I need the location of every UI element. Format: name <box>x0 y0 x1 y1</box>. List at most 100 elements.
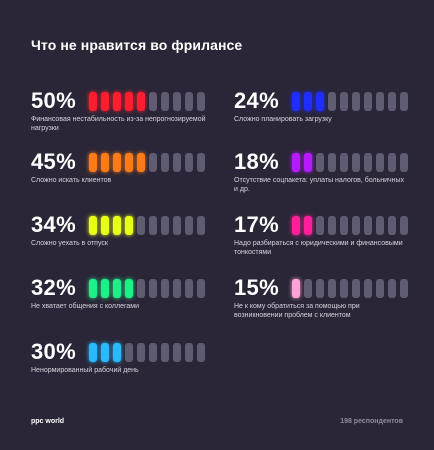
bar-segment-empty <box>185 342 193 362</box>
stat-bar <box>89 278 205 298</box>
bar-segment-empty <box>149 215 157 235</box>
bar-segment-empty <box>173 215 181 235</box>
bar-segment-empty <box>400 215 408 235</box>
bar-segment-empty <box>185 278 193 298</box>
bar-segment-empty <box>161 342 169 362</box>
bar-segment-filled <box>292 91 300 111</box>
stat-bar <box>292 152 408 172</box>
bar-segment-empty <box>328 278 336 298</box>
bar-segment-filled <box>101 215 109 235</box>
bar-segment-filled <box>89 342 97 362</box>
bar-segment-empty <box>364 152 372 172</box>
bar-segment-filled <box>304 91 312 111</box>
bar-segment-filled <box>304 215 312 235</box>
bar-segment-empty <box>400 91 408 111</box>
stat-percentage: 30% <box>31 339 76 364</box>
stat-item: 15% Не к кому обратиться за помощью при в… <box>234 277 414 320</box>
bar-segment-empty <box>340 278 348 298</box>
stat-percentage: 34% <box>31 212 76 237</box>
bar-segment-filled <box>89 91 97 111</box>
stat-label: Отсутствие соцпакета: уплаты налогов, бо… <box>234 177 405 193</box>
bar-segment-empty <box>328 152 336 172</box>
stat-bar <box>89 91 205 111</box>
stat-item: 30% Ненормированный рабочий день <box>31 341 211 375</box>
stat-item: 24% Сложно планировать загрузку <box>234 90 414 124</box>
bar-segment-empty <box>316 278 324 298</box>
bar-segment-filled <box>113 152 121 172</box>
bar-segment-empty <box>161 152 169 172</box>
bar-segment-filled <box>101 152 109 172</box>
bar-segment-empty <box>149 91 157 111</box>
bar-segment-empty <box>137 278 145 298</box>
stat-bar <box>89 215 205 235</box>
stat-percentage: 24% <box>234 88 279 113</box>
stat-bar <box>292 278 408 298</box>
bar-segment-empty <box>364 215 372 235</box>
stat-item: 18% Отсутствие соцпакета: уплаты налогов,… <box>234 151 414 194</box>
bar-segment-empty <box>173 278 181 298</box>
bar-segment-empty <box>340 215 348 235</box>
stat-percentage: 17% <box>234 212 279 237</box>
bar-segment-empty <box>352 278 360 298</box>
bar-segment-empty <box>197 342 205 362</box>
stat-item: 32% Не хватает общения с коллегами <box>31 277 211 311</box>
bar-segment-empty <box>400 278 408 298</box>
bar-segment-empty <box>161 91 169 111</box>
bar-segment-empty <box>376 91 384 111</box>
stat-percentage: 50% <box>31 88 76 113</box>
bar-segment-empty <box>364 91 372 111</box>
bar-segment-empty <box>197 91 205 111</box>
bar-segment-empty <box>149 278 157 298</box>
bar-segment-filled <box>113 342 121 362</box>
stat-item: 34% Сложно уехать в отпуск <box>31 214 211 248</box>
bar-segment-filled <box>125 152 133 172</box>
bar-segment-empty <box>185 91 193 111</box>
bar-segment-empty <box>364 278 372 298</box>
bar-segment-empty <box>388 91 396 111</box>
stat-percentage: 32% <box>31 275 76 300</box>
bar-segment-empty <box>316 215 324 235</box>
stat-percentage: 45% <box>31 149 76 174</box>
bar-segment-filled <box>292 278 300 298</box>
bar-segment-empty <box>149 342 157 362</box>
bar-segment-empty <box>376 152 384 172</box>
bar-segment-empty <box>376 215 384 235</box>
stat-percentage: 15% <box>234 275 279 300</box>
bar-segment-filled <box>101 278 109 298</box>
bar-segment-filled <box>101 342 109 362</box>
brand-logo: ppc world <box>31 418 65 425</box>
stat-label: Надо разбираться с юридическими и финанс… <box>234 240 403 256</box>
bar-segment-empty <box>185 152 193 172</box>
bar-segment-empty <box>352 215 360 235</box>
stat-label: Финансовая нестабильность из-за непрогно… <box>31 116 206 132</box>
bar-segment-empty <box>161 215 169 235</box>
bar-segment-filled <box>125 91 133 111</box>
bar-segment-empty <box>316 152 324 172</box>
stat-label: Не хватает общения с коллегами <box>31 303 139 310</box>
stat-bar <box>292 91 408 111</box>
stat-label: Сложно искать клиентов <box>31 177 112 184</box>
stat-item: 50% Финансовая нестабильность из-за непро… <box>31 90 211 133</box>
bar-segment-filled <box>304 152 312 172</box>
bar-segment-filled <box>137 152 145 172</box>
bar-segment-empty <box>352 152 360 172</box>
bar-segment-filled <box>101 91 109 111</box>
bar-segment-empty <box>340 91 348 111</box>
bar-segment-empty <box>388 278 396 298</box>
bar-segment-empty <box>137 342 145 362</box>
stat-item: 17% Надо разбираться с юридическими и фин… <box>234 214 414 257</box>
stat-label: Сложно планировать загрузку <box>234 116 332 123</box>
bar-segment-filled <box>137 91 145 111</box>
bar-segment-empty <box>328 215 336 235</box>
stat-bar <box>89 342 205 362</box>
respondents-count: 198 респондентов <box>340 418 403 425</box>
bar-segment-filled <box>292 152 300 172</box>
bar-segment-empty <box>173 152 181 172</box>
bar-segment-empty <box>197 215 205 235</box>
stat-label: Не к кому обратиться за помощью при возн… <box>234 303 360 319</box>
bar-segment-empty <box>304 278 312 298</box>
stat-percentage: 18% <box>234 149 279 174</box>
bar-segment-empty <box>388 152 396 172</box>
bar-segment-empty <box>400 152 408 172</box>
stat-bar <box>89 152 205 172</box>
